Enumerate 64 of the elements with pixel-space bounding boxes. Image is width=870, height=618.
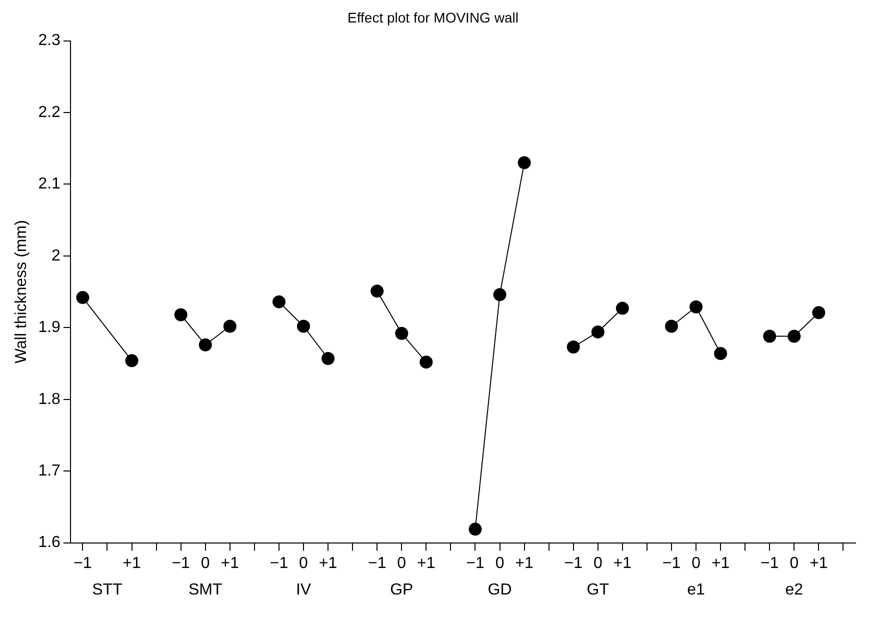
x-tick-label: 0 [593, 554, 602, 572]
text: e2 [785, 581, 804, 598]
y-tick-label: 2 [52, 247, 61, 264]
x-tick-label: +1 [711, 554, 730, 572]
point [468, 522, 482, 536]
x-tick-label: −1 [466, 554, 484, 572]
x-tick-label: +1 [417, 554, 436, 572]
point [76, 291, 90, 304]
text: STT [92, 581, 123, 598]
x-tick-label: 0 [692, 554, 701, 572]
x-tick-label: +1 [810, 554, 828, 572]
point [616, 302, 629, 315]
point [395, 326, 408, 340]
point [788, 330, 801, 343]
point [272, 295, 286, 308]
x-tick-label: −1 [368, 554, 386, 572]
point [370, 284, 384, 298]
point [518, 156, 531, 170]
y-tick-label: 1.9 [38, 319, 61, 336]
chart-title: Effect plot for MOVING wall [348, 9, 518, 26]
x-tick-label: +1 [220, 554, 240, 572]
x-tick-label: −1 [760, 554, 779, 572]
x-tick-label: −1 [564, 554, 583, 572]
point [690, 300, 703, 314]
text: IV [296, 581, 312, 598]
x-tick-label: +1 [122, 554, 141, 572]
point [174, 308, 188, 322]
point [566, 340, 580, 354]
y-tick-label: 1.8 [38, 390, 61, 408]
point [591, 325, 604, 338]
y-tick-label: 1.7 [38, 462, 61, 480]
text: e1 [687, 581, 706, 598]
point [125, 354, 138, 368]
x-tick-label: 0 [397, 554, 406, 572]
x-tick-label: −1 [172, 554, 190, 572]
point [665, 320, 678, 333]
text: GD [488, 581, 512, 598]
point [322, 352, 335, 365]
x-tick-label: 0 [495, 554, 504, 572]
y-tick-label: 2.1 [38, 176, 61, 193]
x-tick-label: 0 [299, 554, 308, 572]
y-tick-label: 2.2 [38, 104, 61, 121]
y-axis-title: Wall thickness (mm) [13, 220, 30, 364]
text: GP [390, 581, 414, 598]
point [763, 330, 776, 343]
x-tick-label: +1 [613, 554, 632, 572]
x-tick-label: +1 [318, 554, 338, 572]
point [420, 356, 433, 369]
x-tick-label: 0 [200, 554, 210, 572]
x-tick-label: 0 [790, 554, 799, 572]
point [223, 320, 236, 333]
x-tick-label: −1 [270, 554, 288, 572]
text: SMT [188, 581, 222, 598]
point [493, 288, 506, 302]
point [812, 306, 826, 320]
point [198, 338, 212, 352]
x-tick-label: −1 [74, 554, 92, 572]
point [297, 320, 310, 333]
x-tick-label: +1 [515, 554, 534, 572]
point [714, 346, 728, 360]
y-tick-label: 1.6 [38, 534, 61, 552]
y-tick-label: 2.3 [38, 32, 61, 50]
text: GT [586, 581, 610, 598]
x-tick-label: −1 [662, 554, 681, 572]
